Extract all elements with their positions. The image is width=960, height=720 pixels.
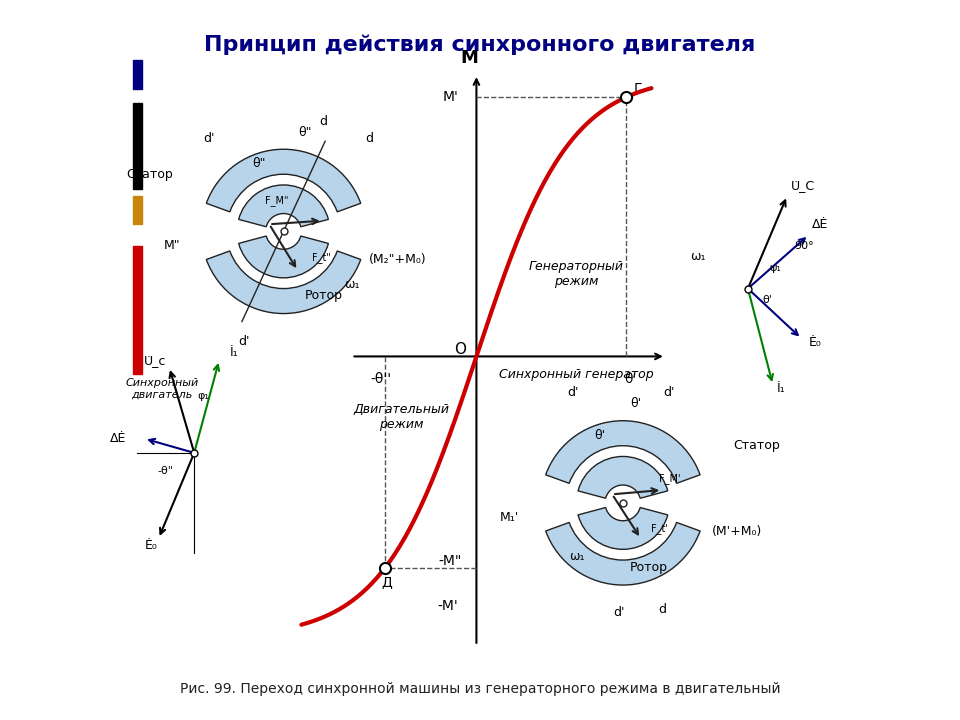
Text: M": M" [163,239,180,252]
Text: F_t": F_t" [312,252,331,263]
Text: M: M [461,49,478,67]
Text: d': d' [203,132,214,145]
Text: θ': θ' [762,295,772,305]
Text: Статор: Статор [126,168,173,181]
Text: θ": θ" [298,125,311,138]
Text: F_M": F_M" [265,195,288,206]
Text: θ': θ' [624,372,636,386]
Text: U̇_C: U̇_C [791,179,815,192]
Text: ω₁: ω₁ [569,550,585,563]
Text: Ротор: Ротор [630,561,668,574]
Bar [133,60,142,89]
Text: -M": -M" [439,554,462,568]
Text: F_M': F_M' [659,474,680,485]
Wedge shape [206,251,361,314]
Wedge shape [578,508,668,549]
Text: θ": θ" [252,157,266,170]
Wedge shape [545,523,700,585]
Text: U̇_c: U̇_c [144,354,166,366]
Text: d: d [319,114,326,128]
Text: F_t': F_t' [652,523,668,534]
Bar [133,196,142,224]
Text: O: O [454,342,466,357]
Text: d: d [365,132,373,145]
Text: -M': -M' [438,600,459,613]
Text: θ': θ' [630,397,641,410]
Text: ψ₁: ψ₁ [769,263,781,273]
Text: -θ'': -θ'' [371,372,392,386]
Wedge shape [578,456,668,498]
Text: θ': θ' [594,428,605,441]
Text: Г: Г [634,83,642,96]
Text: Статор: Статор [733,439,780,452]
Text: Двигательный
режим: Двигательный режим [353,403,449,431]
Text: ω₁: ω₁ [690,250,706,263]
Bar [133,103,142,189]
Text: ω₁: ω₁ [345,279,360,292]
Text: Д: Д [381,575,392,589]
Text: ΔĖ: ΔĖ [812,218,828,231]
Text: φ₁: φ₁ [198,391,209,401]
Text: Синхронный генератор: Синхронный генератор [499,368,654,381]
Wedge shape [206,149,361,212]
Text: 90°: 90° [794,241,814,251]
Text: Ė₀: Ė₀ [808,336,822,348]
Text: d': d' [238,335,250,348]
Text: Ротор: Ротор [305,289,343,302]
Bar [133,246,142,374]
Text: Ė₀: Ė₀ [145,539,157,552]
Text: d': d' [663,387,675,400]
Text: ΔĖ: ΔĖ [110,432,127,445]
Text: M': M' [443,90,459,104]
Wedge shape [545,420,700,483]
Text: İ₁: İ₁ [230,346,239,359]
Text: -θ": -θ" [157,467,174,477]
Text: İ₁: İ₁ [777,382,785,395]
Text: (M₂"+M₀): (M₂"+M₀) [370,253,427,266]
Text: (M'+M₀): (M'+M₀) [712,525,762,538]
Text: d': d' [567,387,579,400]
Text: Принцип действия синхронного двигателя: Принцип действия синхронного двигателя [204,35,756,55]
Text: d': d' [613,606,625,619]
Wedge shape [239,185,328,227]
Text: d: d [659,603,666,616]
Text: Синхронный
двигатель: Синхронный двигатель [126,378,199,400]
Text: Генераторный
режим: Генераторный режим [529,260,624,288]
Wedge shape [239,236,328,278]
Text: Рис. 99. Переход синхронной машины из генераторного режима в двигательный: Рис. 99. Переход синхронной машины из ге… [180,682,780,696]
Text: М₁': М₁' [500,510,519,523]
